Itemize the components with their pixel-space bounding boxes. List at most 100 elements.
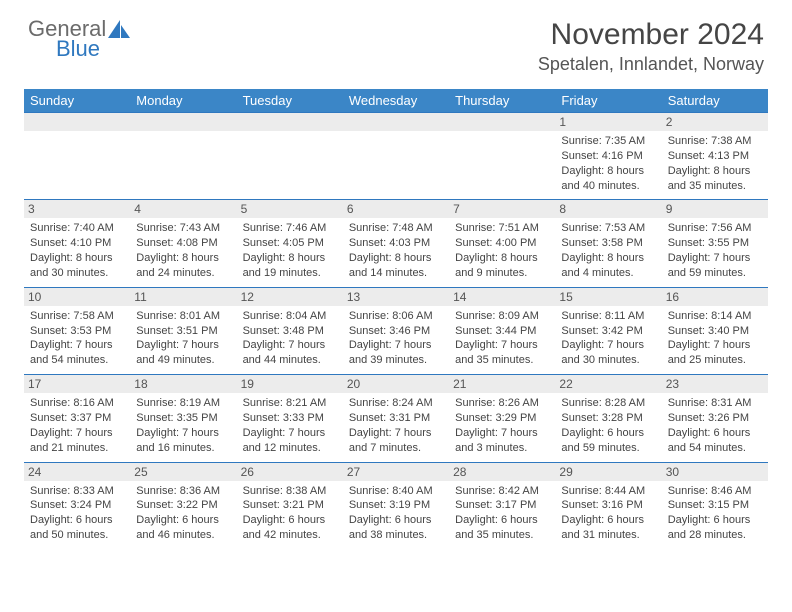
day-line-ss: Sunset: 3:55 PM [668,236,762,251]
day-details: Sunrise: 8:21 AMSunset: 3:33 PMDaylight:… [243,396,337,455]
day-line-sr: Sunrise: 7:43 AM [136,221,230,236]
day-line-ss: Sunset: 3:29 PM [455,411,549,426]
day-line-ss: Sunset: 4:13 PM [668,149,762,164]
day-number: 14 [449,288,555,306]
day-line-sr: Sunrise: 8:26 AM [455,396,549,411]
day-number: 23 [662,375,768,393]
calendar-day-cell [130,113,236,200]
day-number: 18 [130,375,236,393]
day-number: 11 [130,288,236,306]
calendar-day-cell: 5Sunrise: 7:46 AMSunset: 4:05 PMDaylight… [237,200,343,287]
calendar-day-cell [449,113,555,200]
day-line-ss: Sunset: 3:44 PM [455,324,549,339]
day-line-d1: Daylight: 6 hours [455,513,549,528]
day-line-d1: Daylight: 7 hours [136,426,230,441]
day-line-ss: Sunset: 3:42 PM [561,324,655,339]
day-number: 4 [130,200,236,218]
calendar-day-cell: 8Sunrise: 7:53 AMSunset: 3:58 PMDaylight… [555,200,661,287]
logo-text: General Blue [28,18,130,60]
day-line-sr: Sunrise: 8:31 AM [668,396,762,411]
calendar-day-cell: 18 Sunrise: 8:19 AMSunset: 3:35 PMDayligh… [130,375,236,462]
calendar-day-cell: 20Sunrise: 8:24 AMSunset: 3:31 PMDayligh… [343,375,449,462]
day-line-ss: Sunset: 3:21 PM [243,498,337,513]
day-number [449,113,555,131]
day-line-d2: and 54 minutes. [30,353,124,368]
calendar-day-cell [237,113,343,200]
day-details: Sunrise: 7:58 AMSunset: 3:53 PMDaylight:… [30,309,124,368]
day-number: 27 [343,463,449,481]
calendar-day-cell: 19Sunrise: 8:21 AMSunset: 3:33 PMDayligh… [237,375,343,462]
day-details: Sunrise: 7:53 AMSunset: 3:58 PMDaylight:… [561,221,655,280]
day-details: Sunrise: 8:24 AMSunset: 3:31 PMDaylight:… [349,396,443,455]
day-details: Sunrise: 7:46 AMSunset: 4:05 PMDaylight:… [243,221,337,280]
day-line-d2: and 35 minutes. [668,179,762,194]
day-line-d2: and 54 minutes. [668,441,762,456]
day-line-d1: Daylight: 8 hours [30,251,124,266]
weekday-header: Sunday [24,89,130,113]
calendar-day-cell: 28Sunrise: 8:42 AMSunset: 3:17 PMDayligh… [449,462,555,549]
day-line-d1: Daylight: 6 hours [243,513,337,528]
calendar-day-cell: 9Sunrise: 7:56 AMSunset: 3:55 PMDaylight… [662,200,768,287]
day-line-d1: Daylight: 6 hours [30,513,124,528]
day-line-sr: Sunrise: 7:51 AM [455,221,549,236]
day-line-sr: Sunrise: 7:40 AM [30,221,124,236]
day-line-d2: and 59 minutes. [668,266,762,281]
day-details: Sunrise: 8:26 AMSunset: 3:29 PMDaylight:… [455,396,549,455]
day-line-d1: Daylight: 7 hours [349,338,443,353]
day-line-sr: Sunrise: 8:01 AM [136,309,230,324]
day-line-ss: Sunset: 3:33 PM [243,411,337,426]
day-number: 26 [237,463,343,481]
day-line-d1: Daylight: 8 hours [455,251,549,266]
day-number: 10 [24,288,130,306]
calendar-day-cell: 26 Sunrise: 8:38 AMSunset: 3:21 PMDayligh… [237,462,343,549]
day-line-ss: Sunset: 4:08 PM [136,236,230,251]
day-line-sr: Sunrise: 8:44 AM [561,484,655,499]
calendar-day-cell: 27Sunrise: 8:40 AMSunset: 3:19 PMDayligh… [343,462,449,549]
calendar-day-cell: 21Sunrise: 8:26 AMSunset: 3:29 PMDayligh… [449,375,555,462]
day-details: Sunrise: 7:51 AMSunset: 4:00 PMDaylight:… [455,221,549,280]
day-line-ss: Sunset: 3:24 PM [30,498,124,513]
day-line-d2: and 14 minutes. [349,266,443,281]
calendar-day-cell: 3Sunrise: 7:40 AMSunset: 4:10 PMDaylight… [24,200,130,287]
day-line-ss: Sunset: 3:51 PM [136,324,230,339]
day-details: Sunrise: 7:43 AMSunset: 4:08 PMDaylight:… [136,221,230,280]
day-line-d2: and 19 minutes. [243,266,337,281]
calendar-day-cell: 10 Sunrise: 7:58 AMSunset: 3:53 PMDayligh… [24,287,130,374]
day-line-d2: and 28 minutes. [668,528,762,543]
calendar-week-row: 17Sunrise: 8:16 AMSunset: 3:37 PMDayligh… [24,375,768,462]
day-line-d2: and 40 minutes. [561,179,655,194]
day-line-d2: and 21 minutes. [30,441,124,456]
day-number [237,113,343,131]
day-details: Sunrise: 7:35 AMSunset: 4:16 PMDaylight:… [561,134,655,193]
day-line-d2: and 30 minutes. [30,266,124,281]
day-number: 28 [449,463,555,481]
day-number: 2 [662,113,768,131]
day-number [343,113,449,131]
title-block: November 2024 Spetalen, Innlandet, Norwa… [538,18,764,75]
day-line-ss: Sunset: 4:00 PM [455,236,549,251]
day-line-sr: Sunrise: 8:40 AM [349,484,443,499]
day-line-sr: Sunrise: 8:21 AM [243,396,337,411]
day-number: 29 [555,463,661,481]
day-line-d2: and 25 minutes. [668,353,762,368]
day-details: Sunrise: 7:56 AMSunset: 3:55 PMDaylight:… [668,221,762,280]
day-line-d2: and 42 minutes. [243,528,337,543]
day-details: Sunrise: 8:33 AMSunset: 3:24 PMDaylight:… [30,484,124,543]
day-line-d1: Daylight: 7 hours [30,338,124,353]
day-details: Sunrise: 8:04 AMSunset: 3:48 PMDaylight:… [243,309,337,368]
day-line-d1: Daylight: 6 hours [668,513,762,528]
day-number: 30 [662,463,768,481]
day-line-d1: Daylight: 8 hours [561,251,655,266]
day-details: Sunrise: 8:19 AMSunset: 3:35 PMDaylight:… [136,396,230,455]
day-line-d1: Daylight: 6 hours [561,426,655,441]
day-line-d2: and 35 minutes. [455,528,549,543]
day-details: Sunrise: 8:38 AMSunset: 3:21 PMDaylight:… [243,484,337,543]
logo: General Blue [28,18,130,60]
day-line-d2: and 16 minutes. [136,441,230,456]
day-details: Sunrise: 8:06 AMSunset: 3:46 PMDaylight:… [349,309,443,368]
day-line-d2: and 4 minutes. [561,266,655,281]
calendar-day-cell: 14Sunrise: 8:09 AMSunset: 3:44 PMDayligh… [449,287,555,374]
header: General Blue November 2024 Spetalen, Inn… [0,0,792,81]
day-line-ss: Sunset: 4:10 PM [30,236,124,251]
day-line-sr: Sunrise: 8:09 AM [455,309,549,324]
